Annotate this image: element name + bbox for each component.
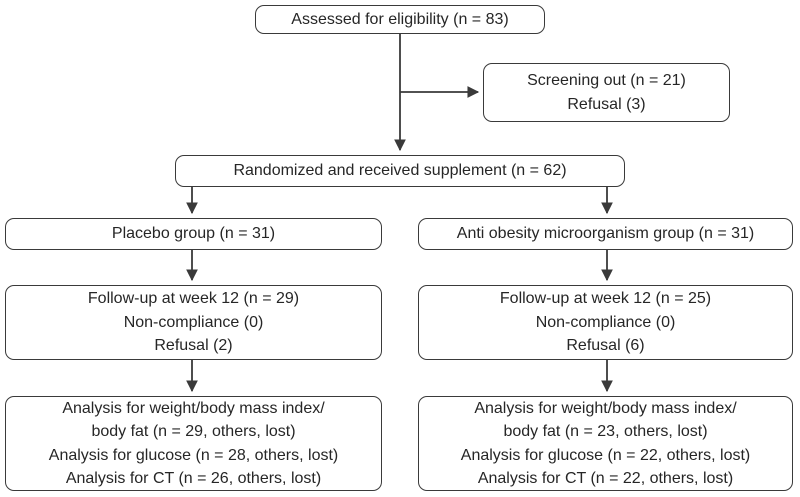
node-text: Assessed for eligibility (n = 83) [291,10,509,28]
node-text: Refusal (2) [154,337,233,355]
node-followup-anti-obesity: Follow-up at week 12 (n = 25) Non-compli… [418,285,793,360]
node-screening-out: Screening out (n = 21) Refusal (3) [483,63,730,122]
node-placebo-group: Placebo group (n = 31) [5,218,382,250]
node-randomized: Randomized and received supplement (n = … [175,155,625,187]
node-text: Randomized and received supplement (n = … [233,162,567,180]
node-assessed-for-eligibility: Assessed for eligibility (n = 83) [255,5,545,34]
node-analysis-placebo: Analysis for weight/body mass index/ bod… [5,396,382,491]
node-text: Placebo group (n = 31) [111,225,276,243]
node-analysis-anti-obesity: Analysis for weight/body mass index/ bod… [418,396,793,491]
node-text: Analysis for CT (n = 26, others, lost) [65,470,322,487]
node-followup-placebo: Follow-up at week 12 (n = 29) Non-compli… [5,285,382,360]
node-text: Analysis for glucose (n = 22, others, lo… [460,446,751,464]
node-text: Screening out (n = 21) [527,72,686,89]
node-text: body fat (n = 23, others, lost) [503,423,708,440]
node-text: Analysis for weight/body mass index/ [62,399,325,417]
node-text: Analysis for CT (n = 22, others, lost) [477,470,734,487]
node-text: Non-compliance (0) [535,313,676,331]
node-text: Analysis for glucose (n = 28, others, lo… [48,446,339,464]
node-text: Follow-up at week 12 (n = 25) [499,290,712,308]
node-text: Refusal (3) [567,95,646,113]
node-text: Analysis for weight/body mass index/ [474,399,737,417]
node-text: Refusal (6) [566,337,645,355]
node-text: Follow-up at week 12 (n = 29) [87,290,300,308]
node-text: body fat (n = 29, others, lost) [91,423,296,440]
node-text: Anti obesity microorganism group (n = 31… [456,225,755,243]
node-text: Non-compliance (0) [123,313,264,331]
node-anti-obesity-group: Anti obesity microorganism group (n = 31… [418,218,793,250]
